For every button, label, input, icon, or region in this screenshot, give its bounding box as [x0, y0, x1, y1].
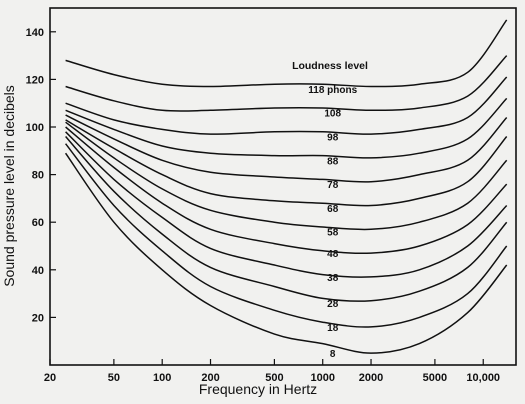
loudness-curve — [65, 114, 508, 183]
curve-label: 88 — [327, 156, 339, 167]
loudness-curve — [65, 126, 508, 255]
x-tick-label: 200 — [201, 372, 219, 384]
curve-label: 108 — [324, 109, 341, 120]
x-tick-label: 50 — [108, 372, 120, 384]
curve-label: 8 — [330, 349, 336, 360]
x-tick-label: 2000 — [359, 372, 383, 384]
curve-label: 58 — [327, 228, 339, 239]
curve-label: 38 — [327, 273, 339, 284]
legend-title: Loudness level — [292, 60, 368, 72]
y-tick-label: 20 — [32, 312, 44, 324]
y-tick-label: 140 — [26, 27, 44, 39]
curve-label: 98 — [327, 133, 339, 144]
loudness-curve — [65, 143, 508, 328]
x-tick-label: 5000 — [423, 372, 447, 384]
loudness-curve — [65, 97, 508, 159]
y-tick-label: 60 — [32, 217, 44, 229]
x-tick-label: 20 — [44, 372, 56, 384]
curve-label: 118 phons — [308, 85, 357, 96]
loudness-curve — [65, 131, 508, 278]
loudness-curve — [65, 119, 508, 207]
loudness-curve — [64, 152, 508, 354]
curve-label: 48 — [327, 249, 339, 260]
y-axis-label: Sound pressure level in decibels — [1, 85, 17, 287]
x-axis-label: Frequency in Hertz — [199, 381, 317, 397]
y-tick-label: 120 — [26, 74, 44, 86]
y-tick-label: 80 — [32, 170, 44, 182]
x-tick-label: 10,000 — [466, 372, 500, 384]
loudness-curve — [65, 55, 508, 112]
curve-label: 18 — [327, 323, 339, 334]
y-tick-label: 40 — [32, 265, 44, 277]
y-tick-label: 100 — [26, 122, 44, 134]
curve-label: 68 — [327, 204, 339, 215]
curve-labels: 8 18 28 38 48 58 68 78 88 98 108 118 phons — [308, 85, 357, 360]
curve-label: 28 — [327, 299, 339, 310]
loudness-curve — [65, 136, 508, 302]
x-tick-label: 500 — [265, 372, 283, 384]
loudness-curve — [65, 121, 508, 231]
loudness-curve — [65, 76, 508, 135]
x-tick-label: 100 — [153, 372, 171, 384]
loudness-curves — [64, 19, 508, 354]
x-tick-label: 1000 — [310, 372, 334, 384]
axis-ticks: 20 50 100 200 500 1000 2000 5000 10,000 20 40 60 80 1… — [26, 27, 500, 384]
plot-frame — [49, 7, 517, 366]
loudness-curve — [65, 19, 508, 88]
curve-label: 78 — [327, 180, 339, 191]
